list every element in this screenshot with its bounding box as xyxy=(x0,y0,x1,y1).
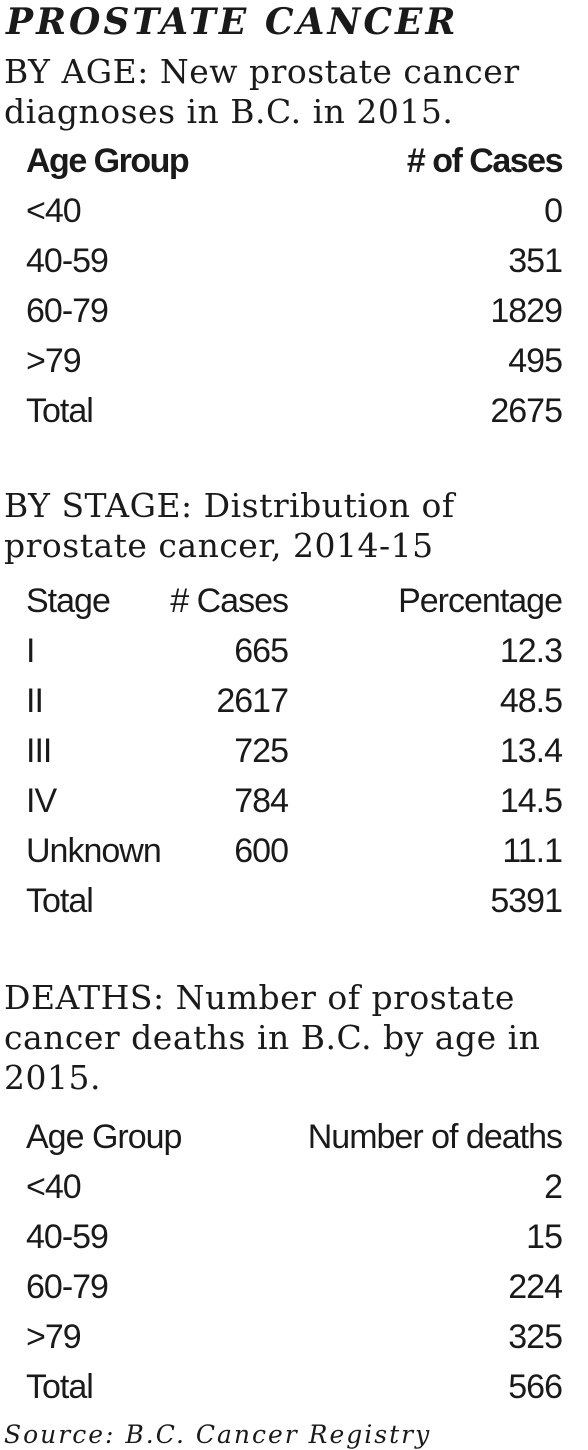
stage-cell: II xyxy=(26,681,44,720)
stage-cell: I xyxy=(26,631,35,670)
age-group-cell: Total xyxy=(26,1367,94,1406)
page-title: PROSTATE CANCER xyxy=(6,1,459,43)
table-row-total: Total 2675 xyxy=(26,386,563,436)
percentage-cell: 12.3 xyxy=(499,631,563,670)
age-group-cell: <40 xyxy=(26,1167,82,1206)
stage-cell: III xyxy=(26,731,52,770)
deaths-heading: DEATHS: Number of prostate cancer deaths… xyxy=(4,978,541,1097)
table-row: <40 0 xyxy=(26,186,563,236)
age-group-cell: Total xyxy=(26,391,94,430)
table-row: Unknown 600 11.1 xyxy=(26,826,563,876)
table-row: I 665 12.3 xyxy=(26,626,563,676)
by-stage-table: Stage # Cases Percentage I 665 12.3 II 2… xyxy=(26,576,563,926)
table-row: 40-59 15 xyxy=(26,1212,563,1262)
stage-cell: Unknown xyxy=(26,831,162,870)
table-row: IV 784 14.5 xyxy=(26,776,563,826)
deaths-cell: 325 xyxy=(508,1317,563,1356)
by-stage-heading: BY STAGE: Distribution of prostate cance… xyxy=(4,486,455,565)
column-header-stage: Stage xyxy=(26,581,111,620)
age-group-cell: 40-59 xyxy=(26,1217,109,1256)
age-group-cell: 60-79 xyxy=(26,1267,109,1306)
deaths-cell: 15 xyxy=(526,1217,563,1256)
percentage-cell: 13.4 xyxy=(499,731,563,770)
column-header-cases: # Cases xyxy=(170,581,289,620)
age-group-cell: 60-79 xyxy=(26,291,109,330)
column-header-cases: # of Cases xyxy=(406,141,564,180)
cases-cell: 665 xyxy=(234,631,289,670)
deaths-cell: 566 xyxy=(508,1367,563,1406)
percentage-cell: 5391 xyxy=(490,881,563,920)
stage-cell: IV xyxy=(26,781,57,820)
table-header-row: Stage # Cases Percentage xyxy=(26,576,563,626)
percentage-cell: 14.5 xyxy=(499,781,563,820)
age-group-cell: 40-59 xyxy=(26,241,109,280)
cases-cell: 600 xyxy=(234,831,289,870)
table-row-total: Total 566 xyxy=(26,1362,563,1412)
table-row-total: Total 5391 xyxy=(26,876,563,926)
cases-cell: 725 xyxy=(234,731,289,770)
table-row: >79 495 xyxy=(26,336,563,386)
table-row: <40 2 xyxy=(26,1162,563,1212)
table-row: II 2617 48.5 xyxy=(26,676,563,726)
percentage-cell: 11.1 xyxy=(502,831,563,870)
column-header-age-group: Age Group xyxy=(26,141,190,180)
stage-cell: Total xyxy=(26,881,94,920)
by-age-table: Age Group # of Cases <40 0 40-59 351 60-… xyxy=(26,136,564,436)
source-note: Source: B.C. Cancer Registry xyxy=(4,1420,432,1449)
column-header-age-group: Age Group xyxy=(26,1117,182,1156)
column-header-deaths: Number of deaths xyxy=(307,1117,563,1156)
age-group-cell: <40 xyxy=(26,191,82,230)
column-header-percentage: Percentage xyxy=(398,581,563,620)
table-header-row: Age Group Number of deaths xyxy=(26,1112,563,1162)
cases-cell: 784 xyxy=(234,781,289,820)
cases-cell: 2675 xyxy=(490,391,563,430)
age-group-cell: >79 xyxy=(26,341,82,380)
table-row: >79 325 xyxy=(26,1312,563,1362)
cases-cell: 0 xyxy=(544,191,563,230)
table-row: 40-59 351 xyxy=(26,236,563,286)
table-row: 60-79 1829 xyxy=(26,286,563,336)
age-group-cell: >79 xyxy=(26,1317,82,1356)
by-age-heading: BY AGE: New prostate cancer diagnoses in… xyxy=(4,52,520,131)
table-row: III 725 13.4 xyxy=(26,726,563,776)
cases-cell: 2617 xyxy=(216,681,289,720)
cases-cell: 351 xyxy=(508,241,563,280)
deaths-table: Age Group Number of deaths <40 2 40-59 1… xyxy=(26,1112,563,1412)
cases-cell: 495 xyxy=(508,341,563,380)
table-header-row: Age Group # of Cases xyxy=(26,136,564,186)
deaths-cell: 224 xyxy=(508,1267,563,1306)
cases-cell: 1829 xyxy=(490,291,563,330)
table-row: 60-79 224 xyxy=(26,1262,563,1312)
cases-cell xyxy=(166,876,288,926)
percentage-cell: 48.5 xyxy=(499,681,563,720)
deaths-cell: 2 xyxy=(544,1167,563,1206)
